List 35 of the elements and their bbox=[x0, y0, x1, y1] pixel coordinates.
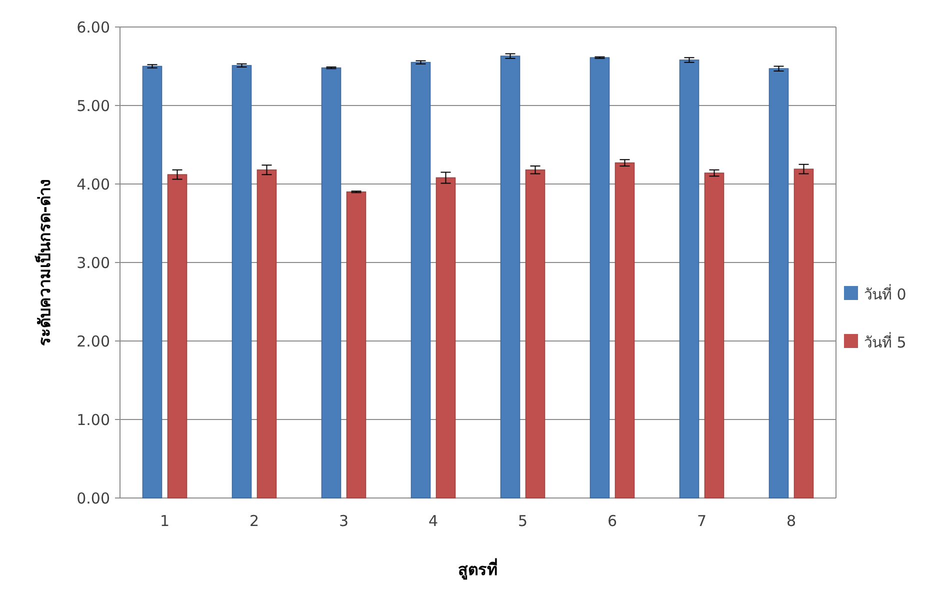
x-axis-title: สูตรที่ bbox=[458, 558, 498, 581]
bar bbox=[500, 56, 520, 498]
x-tick-label: 6 bbox=[607, 512, 618, 530]
y-axis-title: ระดับความเป็นกรด-ด่าง bbox=[33, 179, 54, 346]
bar bbox=[436, 177, 456, 498]
bar bbox=[614, 162, 635, 498]
x-tick-label: 2 bbox=[249, 512, 260, 530]
bar bbox=[679, 60, 700, 498]
bar bbox=[590, 57, 610, 498]
legend-label: วันที่ 5 bbox=[864, 331, 906, 352]
y-tick-label: 3.00 bbox=[76, 254, 110, 272]
bar bbox=[232, 65, 252, 498]
bar bbox=[256, 169, 277, 498]
bar bbox=[321, 67, 342, 498]
x-tick-label: 5 bbox=[518, 512, 528, 530]
bar bbox=[794, 168, 814, 498]
y-tick-label: 5.00 bbox=[76, 96, 110, 115]
bar bbox=[410, 62, 431, 498]
y-tick-label: 6.00 bbox=[76, 18, 110, 36]
bar bbox=[525, 169, 546, 498]
x-tick-label: 7 bbox=[696, 512, 707, 530]
y-tick-label: 2.00 bbox=[76, 332, 110, 350]
y-tick-label: 0.00 bbox=[76, 489, 110, 508]
legend-label: วันที่ 0 bbox=[864, 283, 906, 304]
bar bbox=[768, 68, 789, 498]
bar bbox=[167, 174, 188, 498]
y-tick-label: 4.00 bbox=[76, 175, 110, 194]
bar bbox=[346, 191, 366, 498]
bar bbox=[704, 172, 724, 498]
y-tick-label: 1.00 bbox=[76, 410, 110, 429]
bar bbox=[142, 66, 162, 498]
x-tick-label: 1 bbox=[160, 512, 170, 530]
x-tick-label: 8 bbox=[786, 512, 796, 530]
x-tick-label: 3 bbox=[338, 512, 349, 530]
x-tick-label: 4 bbox=[428, 512, 438, 530]
